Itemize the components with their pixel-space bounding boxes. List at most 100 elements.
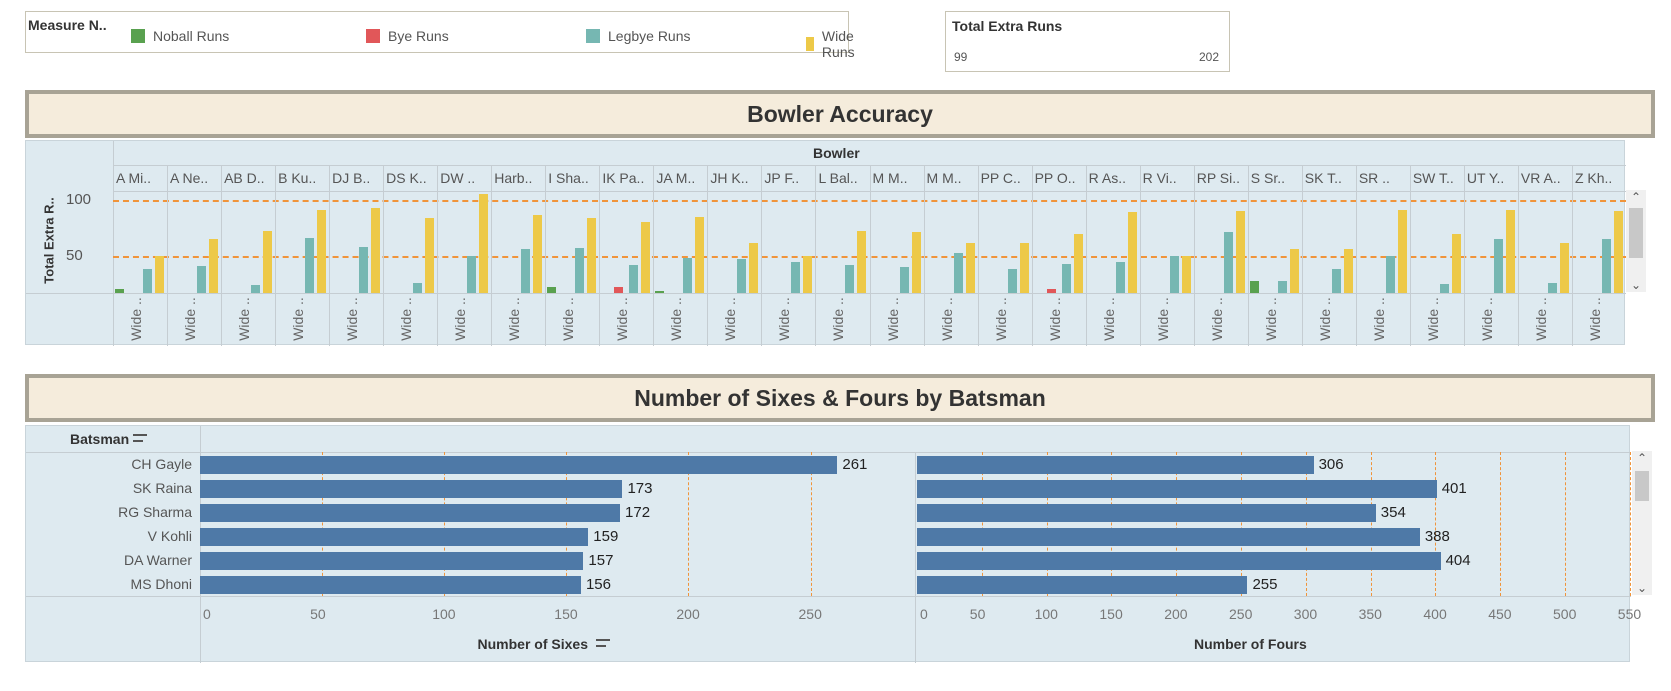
- bowler-name[interactable]: AB D..: [224, 170, 265, 186]
- fours-bar[interactable]: [917, 480, 1437, 498]
- bowler-name[interactable]: Z Kh..: [1574, 170, 1613, 186]
- bowler-name[interactable]: PP C..: [980, 170, 1021, 186]
- bar-legbye-runs[interactable]: [143, 269, 152, 293]
- batsman-name[interactable]: RG Sharma: [118, 504, 192, 520]
- sort-icon[interactable]: [595, 639, 610, 649]
- bar-wide-runs[interactable]: [1181, 256, 1191, 293]
- bar-legbye-runs[interactable]: [737, 259, 747, 293]
- bar-legbye-runs[interactable]: [1277, 280, 1287, 293]
- sixes-bar[interactable]: [200, 504, 621, 522]
- bowler-name[interactable]: M M..: [872, 170, 908, 186]
- sixes-bar[interactable]: [200, 528, 589, 546]
- bar-legbye-runs[interactable]: [575, 248, 585, 293]
- bar-wide-runs[interactable]: [911, 232, 921, 293]
- bar-wide-runs[interactable]: [425, 217, 435, 293]
- bowler-name[interactable]: IK Pa..: [602, 170, 645, 186]
- sixes-bar[interactable]: [200, 552, 584, 570]
- bar-wide-runs[interactable]: [371, 207, 381, 293]
- batsman-chart-scrollbar[interactable]: ⌃ ⌄: [1632, 451, 1652, 595]
- scroll-up-icon[interactable]: ⌃: [1630, 190, 1642, 204]
- bar-legbye-runs[interactable]: [1331, 269, 1341, 293]
- legend-item[interactable]: Legbye Runs: [586, 28, 691, 44]
- batsman-name[interactable]: CH Gayle: [131, 456, 192, 472]
- sixes-bar[interactable]: [200, 480, 623, 498]
- sort-icon[interactable]: [133, 434, 148, 444]
- bar-wide-runs[interactable]: [749, 242, 759, 293]
- bar-legbye-runs[interactable]: [791, 261, 801, 293]
- sixes-bar[interactable]: [200, 456, 838, 474]
- bar-legbye-runs[interactable]: [1061, 263, 1071, 293]
- bar-wide-runs[interactable]: [1343, 249, 1353, 293]
- bowler-name[interactable]: JP F..: [764, 170, 800, 186]
- bar-noball-runs[interactable]: [1249, 280, 1259, 293]
- bar-wide-runs[interactable]: [965, 242, 975, 293]
- fours-bar[interactable]: [917, 456, 1314, 474]
- bowler-name[interactable]: M M..: [926, 170, 962, 186]
- bar-bye-runs[interactable]: [614, 287, 624, 293]
- bar-wide-runs[interactable]: [1397, 210, 1407, 293]
- bowler-name[interactable]: SK T..: [1304, 170, 1342, 186]
- bar-wide-runs[interactable]: [263, 231, 273, 293]
- bowler-name[interactable]: I Sha..: [548, 170, 589, 186]
- scroll-down-icon[interactable]: ⌄: [1636, 581, 1648, 595]
- scroll-down-icon[interactable]: ⌄: [1630, 278, 1642, 292]
- bowler-name[interactable]: PP O..: [1034, 170, 1076, 186]
- bar-legbye-runs[interactable]: [197, 266, 207, 293]
- bowler-name[interactable]: R As..: [1088, 170, 1126, 186]
- legend-item[interactable]: Wide Runs: [806, 28, 861, 60]
- batsman-name[interactable]: MS Dhoni: [130, 576, 192, 592]
- bar-wide-runs[interactable]: [1613, 211, 1623, 293]
- bowler-name[interactable]: R Vi..: [1142, 170, 1177, 186]
- bar-wide-runs[interactable]: [1127, 212, 1137, 293]
- batsman-name[interactable]: SK Raina: [132, 480, 192, 496]
- bar-noball-runs[interactable]: [547, 287, 557, 293]
- bar-legbye-runs[interactable]: [305, 238, 315, 293]
- bar-noball-runs[interactable]: [115, 288, 124, 293]
- bowler-chart-scrollbar[interactable]: ⌃ ⌄: [1626, 190, 1646, 292]
- bowler-name[interactable]: DW ..: [440, 170, 476, 186]
- sixes-bar[interactable]: [200, 576, 581, 594]
- bar-bye-runs[interactable]: [1046, 288, 1056, 293]
- bar-wide-runs[interactable]: [641, 222, 651, 293]
- bowler-name[interactable]: B Ku..: [278, 170, 317, 186]
- bar-legbye-runs[interactable]: [521, 249, 531, 293]
- bar-wide-runs[interactable]: [695, 216, 705, 293]
- bar-wide-runs[interactable]: [1289, 249, 1299, 293]
- bowler-name[interactable]: A Mi..: [116, 170, 152, 186]
- scroll-thumb[interactable]: [1629, 208, 1643, 258]
- bar-noball-runs[interactable]: [655, 290, 665, 293]
- bar-legbye-runs[interactable]: [1385, 256, 1395, 293]
- bowler-name[interactable]: SW T..: [1412, 170, 1454, 186]
- bar-legbye-runs[interactable]: [1169, 256, 1179, 293]
- scroll-thumb[interactable]: [1635, 471, 1649, 501]
- fours-bar[interactable]: [917, 504, 1376, 522]
- bowler-name[interactable]: UT Y..: [1466, 170, 1505, 186]
- bar-legbye-runs[interactable]: [413, 282, 423, 293]
- bar-wide-runs[interactable]: [1559, 242, 1569, 293]
- bowler-name[interactable]: L Bal..: [818, 170, 858, 186]
- bar-legbye-runs[interactable]: [1115, 261, 1125, 293]
- bar-legbye-runs[interactable]: [467, 256, 477, 293]
- bowler-name[interactable]: JA M..: [656, 170, 696, 186]
- bar-wide-runs[interactable]: [1235, 211, 1245, 293]
- bar-legbye-runs[interactable]: [251, 285, 261, 293]
- batsman-name[interactable]: V Kohli: [147, 528, 192, 544]
- bar-wide-runs[interactable]: [533, 214, 543, 293]
- bar-legbye-runs[interactable]: [899, 267, 909, 293]
- bar-wide-runs[interactable]: [479, 194, 489, 293]
- bar-legbye-runs[interactable]: [1439, 284, 1449, 293]
- fours-bar[interactable]: [917, 528, 1420, 546]
- bowler-name[interactable]: DS K..: [386, 170, 427, 186]
- bar-legbye-runs[interactable]: [1493, 239, 1503, 293]
- bowler-name[interactable]: RP Si..: [1196, 170, 1241, 186]
- bar-wide-runs[interactable]: [857, 231, 867, 293]
- row-header[interactable]: Batsman: [70, 431, 148, 447]
- bar-legbye-runs[interactable]: [1007, 269, 1017, 293]
- bar-wide-runs[interactable]: [155, 256, 164, 293]
- batsman-name[interactable]: DA Warner: [124, 552, 192, 568]
- bar-wide-runs[interactable]: [1505, 210, 1515, 293]
- bowler-name[interactable]: JH K..: [710, 170, 749, 186]
- bowler-name[interactable]: S Sr..: [1250, 170, 1285, 186]
- bowler-name[interactable]: DJ B..: [332, 170, 371, 186]
- scroll-up-icon[interactable]: ⌃: [1636, 451, 1648, 465]
